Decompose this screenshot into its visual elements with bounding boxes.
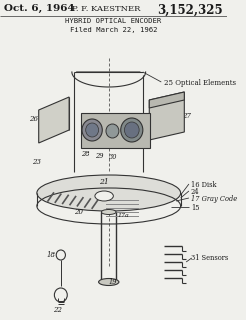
Text: Oct. 6, 1964: Oct. 6, 1964 [4, 4, 74, 13]
Text: P. F. KAESTNER: P. F. KAESTNER [72, 5, 140, 13]
Ellipse shape [95, 191, 113, 201]
Polygon shape [39, 97, 69, 143]
Text: 30: 30 [109, 153, 117, 161]
Ellipse shape [99, 278, 119, 285]
Text: 25 Optical Elements: 25 Optical Elements [164, 79, 236, 87]
Circle shape [124, 122, 139, 138]
Text: 21: 21 [100, 178, 109, 186]
Text: Filed March 22, 1962: Filed March 22, 1962 [70, 27, 157, 33]
Ellipse shape [101, 210, 116, 214]
Text: 3,152,325: 3,152,325 [157, 4, 223, 17]
Text: 16 Disk: 16 Disk [191, 181, 216, 189]
Text: HYBRID OPTICAL ENCODER: HYBRID OPTICAL ENCODER [65, 18, 161, 24]
Circle shape [82, 119, 102, 141]
Polygon shape [149, 92, 184, 140]
Text: 18: 18 [46, 251, 55, 259]
Text: 29: 29 [95, 152, 103, 160]
Text: 28: 28 [81, 150, 90, 158]
Text: 19: 19 [109, 278, 117, 286]
Text: 27: 27 [183, 112, 191, 120]
Circle shape [106, 124, 119, 138]
Text: 17a: 17a [118, 213, 130, 218]
Text: 20: 20 [74, 208, 83, 216]
Text: 31 Sensors: 31 Sensors [191, 254, 228, 262]
Text: 26: 26 [30, 115, 38, 123]
Ellipse shape [37, 175, 181, 211]
Text: 17 Gray Code: 17 Gray Code [191, 195, 237, 203]
Text: 22: 22 [53, 306, 62, 314]
Circle shape [121, 118, 143, 142]
Text: 23: 23 [32, 158, 41, 166]
Bar [81, 113, 150, 148]
Text: 24: 24 [191, 188, 200, 196]
Circle shape [86, 123, 99, 137]
Polygon shape [149, 92, 184, 108]
Text: 15: 15 [191, 204, 199, 212]
